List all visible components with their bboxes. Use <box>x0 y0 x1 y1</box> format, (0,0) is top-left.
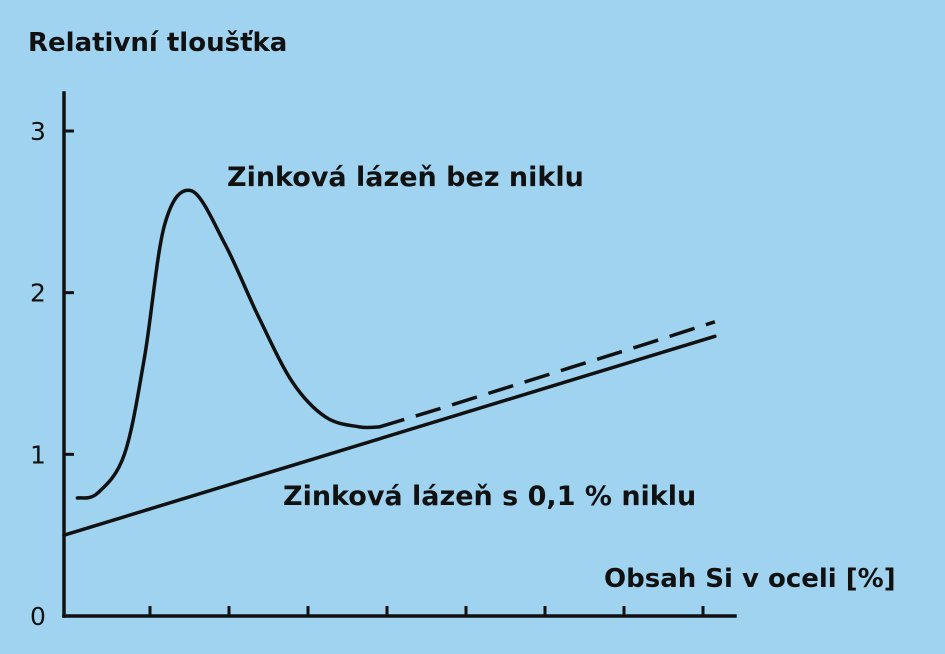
x-axis-label: Obsah Si v oceli [%] <box>604 564 896 594</box>
y-tick-label: 0 <box>30 602 46 631</box>
y-tick-label: 1 <box>30 440 46 469</box>
y-axis-label: Relativní tloušťka <box>28 28 287 58</box>
tick-group: 0 1 2 3 <box>30 117 705 631</box>
series-line-no-nickel <box>75 188 382 500</box>
annotation-no-nickel: Zinková lázeň bez niklu <box>227 162 584 193</box>
series-group <box>62 188 717 537</box>
series-line-with-nickel <box>62 334 717 537</box>
series-line-no-nickel-dashed <box>378 320 716 429</box>
y-tick-label: 3 <box>30 117 46 146</box>
y-tick-label: 2 <box>30 279 46 308</box>
annotation-with-nickel: Zinková lázeň s 0,1 % niklu <box>283 481 696 512</box>
